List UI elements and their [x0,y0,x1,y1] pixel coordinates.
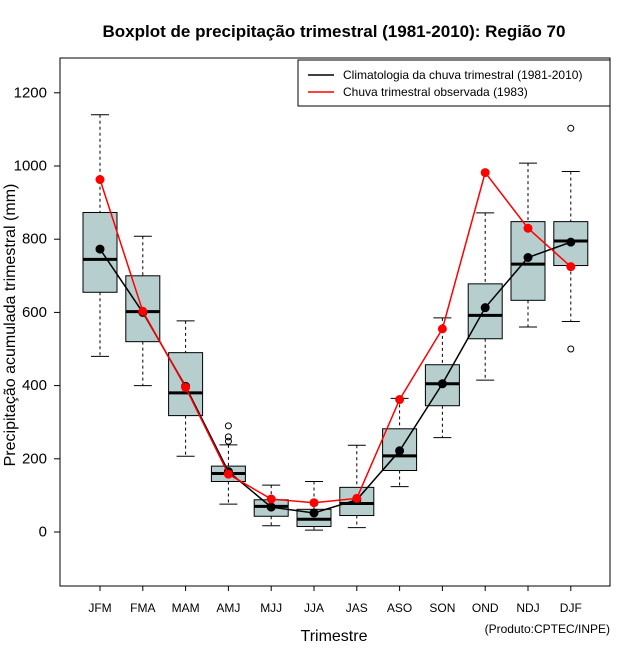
y-tick-label: 1000 [14,158,47,175]
x-tick-label: ASO [387,601,412,615]
x-tick-label: NDJ [516,601,539,615]
series-point [95,244,105,254]
box-ASO [382,397,418,488]
legend-label-climatologia: Climatologia da chuva trimestral (1981-2… [343,68,582,82]
series-point [395,395,405,405]
series-point [437,324,447,334]
x-tick-label: JAS [346,601,368,615]
series-point [138,306,148,316]
chart-title: Boxplot de precipitação trimestral (1981… [103,22,566,41]
series-point [309,508,319,518]
box-SON [424,317,460,439]
x-tick-label: MAM [172,601,200,615]
plot-frame [59,57,611,587]
series-point [95,175,105,185]
series-point [395,446,405,456]
box-NDJ [510,162,546,328]
credit-label: (Produto:CPTEC/INPE) [485,622,610,636]
box-JFM [82,114,118,357]
outlier-point [567,124,575,132]
series-point [523,223,533,233]
x-tick-label: MJJ [260,601,282,615]
x-tick-label: JFM [88,601,111,615]
y-axis-label: Precipitação acumulada trimestral (mm) [2,184,19,467]
outlier-point [224,422,232,430]
plot-area: 0 200 400 600 800 1000 1200 JFM FMA MAM AMJ MJJ JJA J… [14,57,611,615]
outlier-point [224,433,232,441]
series-point [309,498,319,508]
series-line [99,170,572,504]
series-point [523,253,533,262]
x-axis-label: Trimestre [301,628,368,645]
y-tick-label: 1200 [14,84,47,101]
x-tick-label: FMA [130,601,155,615]
outlier-point [224,437,232,445]
series-point [352,493,362,503]
series-point [566,237,576,247]
legend-box [297,59,611,107]
y-tick-label: 200 [22,450,47,467]
series-point [480,303,490,313]
series-observada [95,168,576,508]
box-JJA [296,480,332,531]
box-AMJ [210,422,246,505]
series-climatologia [95,237,576,518]
x-tick-label: SON [429,601,455,615]
outlier-point [567,345,575,353]
series-point [437,379,447,389]
series-point [181,382,191,392]
series-point [223,469,233,479]
box-OND [467,212,503,381]
series-point [480,168,490,178]
x-tick-label: AMJ [216,601,240,615]
legend-label-observada: Chuva trimestral observada (1983) [343,85,528,99]
y-tick-label: 0 [39,524,47,541]
x-tick-label: JJA [304,601,324,615]
legend: Climatologia da chuva trimestral (1981-2… [297,59,611,107]
x-tick-label: DJF [560,601,582,615]
x-tick-label: OND [472,601,499,615]
y-tick-label: 800 [22,231,47,248]
series-point [266,502,276,512]
series-point [266,494,276,504]
box-DJF [553,124,589,353]
y-tick-label: 600 [22,304,47,321]
series-point [566,262,576,272]
y-tick-label: 400 [22,377,47,394]
